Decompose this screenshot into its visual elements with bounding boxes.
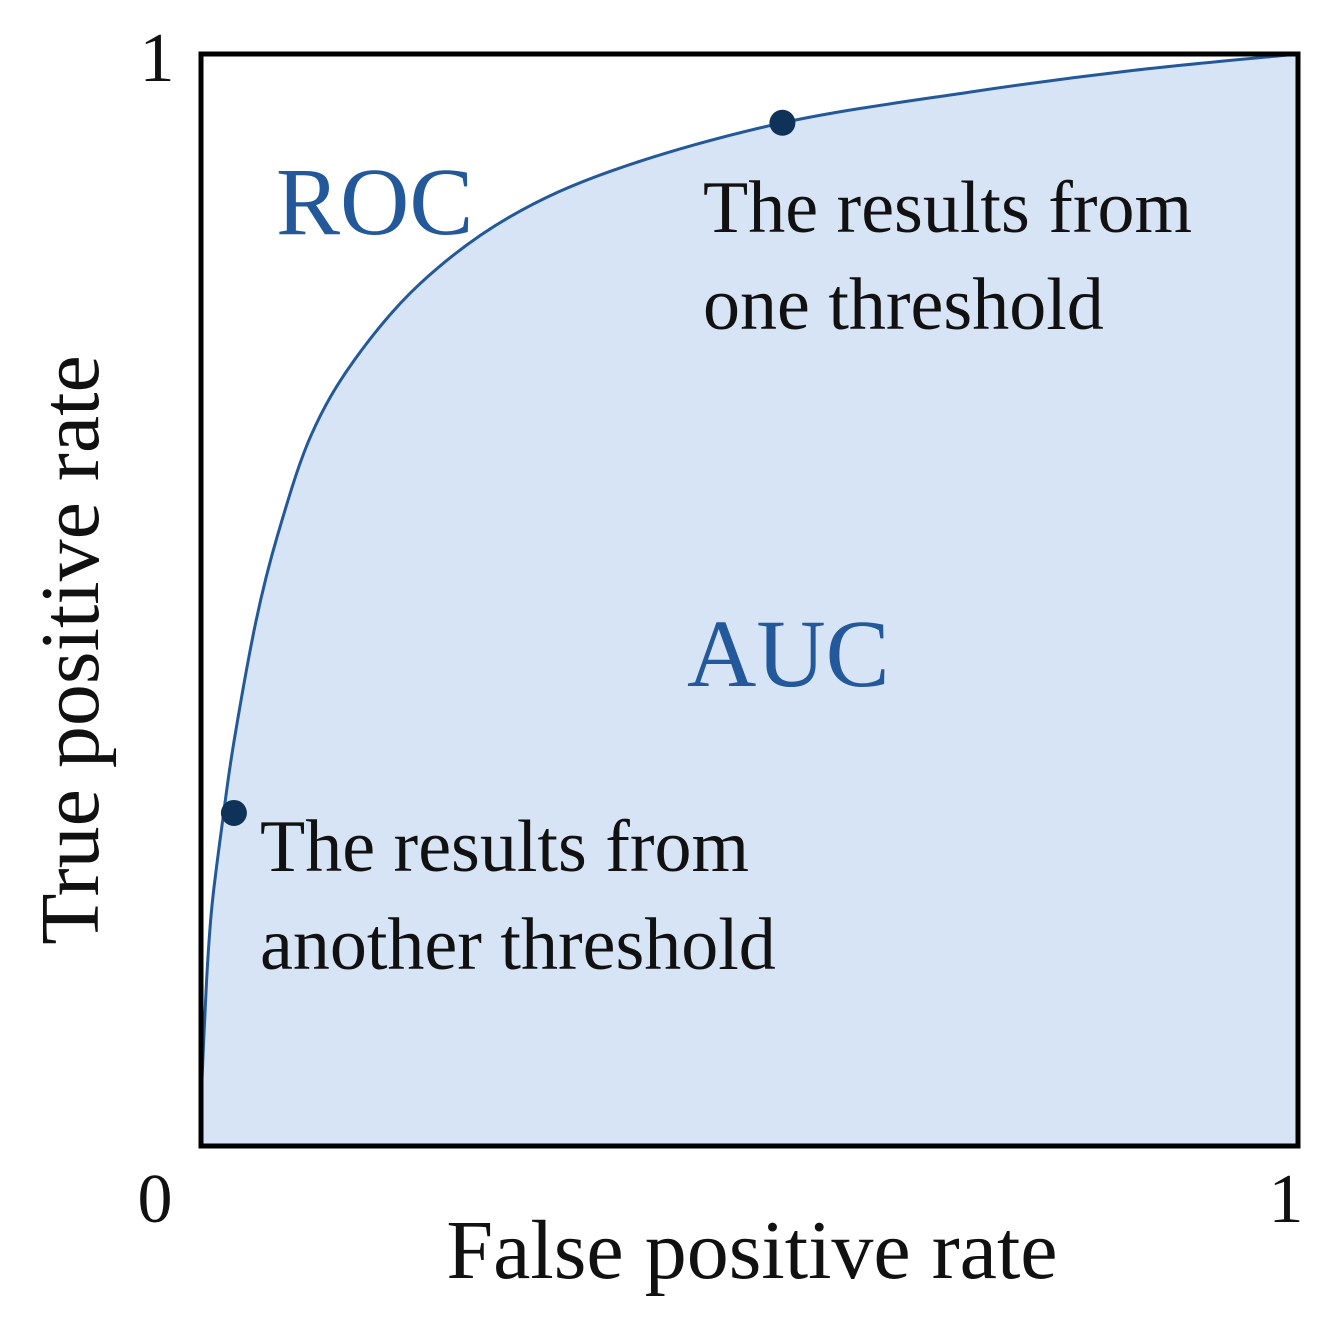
y-tick-label-1: 1: [140, 20, 175, 97]
roc-curve: [199, 52, 1299, 1103]
threshold-point-another: [220, 799, 247, 826]
auc-area: [201, 54, 1298, 1146]
plot-area: [198, 51, 1301, 1149]
threshold-one-label-line-2: one threshold: [703, 264, 1104, 346]
threshold-point-one: [769, 109, 796, 136]
y-axis-label: True positive rate: [24, 355, 117, 944]
threshold-another-label-line-2: another threshold: [260, 904, 776, 986]
threshold-another-label-line-1: The results from: [260, 806, 749, 888]
x-tick-label-1: 1: [1269, 1161, 1304, 1238]
x-tick-label-0: 0: [138, 1161, 173, 1238]
x-axis-label: False positive rate: [446, 1204, 1057, 1297]
threshold-one-label-line-1: The results from: [703, 167, 1192, 249]
roc-annotation: ROC: [276, 148, 473, 255]
annotation-layer: The results from one threshold The results…: [260, 148, 1192, 986]
auc-annotation: AUC: [687, 600, 890, 707]
axis-layer: 0 1 1 False positive rate True positive rate: [24, 20, 1304, 1297]
plot-frame: [198, 51, 1301, 1149]
